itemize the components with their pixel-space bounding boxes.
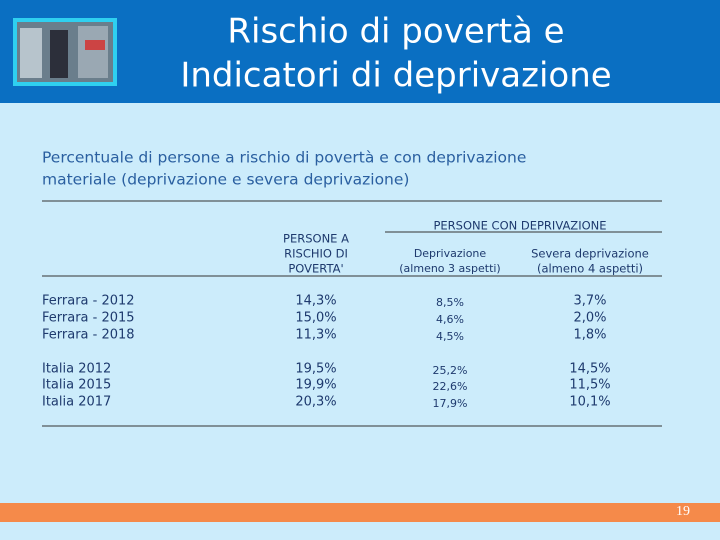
group-header: PERSONE CON DEPRIVAZIONE: [433, 219, 606, 233]
footer-band: [0, 503, 720, 522]
table-cell: 14,3%: [295, 294, 336, 309]
table-cell: 4,5%: [436, 330, 464, 343]
column-header: (almeno 4 aspetti): [537, 262, 643, 276]
subtitle-line: Percentuale di persone a rischio di pove…: [42, 149, 526, 167]
column-header: PERSONE A: [283, 232, 349, 246]
table-cell: 17,9%: [433, 397, 468, 410]
column-header: RISCHIO DI: [284, 247, 348, 261]
row-label: Italia 2017: [42, 395, 111, 410]
row-label: Ferrara - 2018: [42, 328, 135, 343]
table-cell: 14,5%: [569, 362, 610, 377]
table-cell: 11,5%: [569, 378, 610, 393]
table-cell: 4,6%: [436, 313, 464, 326]
table-cell: 25,2%: [433, 364, 468, 377]
table-cell: 15,0%: [295, 311, 336, 326]
title-line: Indicatori di deprivazione: [180, 56, 611, 96]
column-header: POVERTA': [288, 262, 343, 276]
row-label: Ferrara - 2012: [42, 294, 135, 309]
title-line: Rischio di povertà e: [227, 12, 564, 52]
row-label: Italia 2015: [42, 378, 111, 393]
table-cell: 1,8%: [573, 328, 606, 343]
row-label: Ferrara - 2015: [42, 311, 135, 326]
table-cell: 19,9%: [295, 378, 336, 393]
header-band: [0, 0, 720, 103]
page-number: 19: [676, 504, 690, 519]
table-cell: 10,1%: [569, 395, 610, 410]
column-header: (almeno 3 aspetti): [399, 262, 500, 275]
column-header: Severa deprivazione: [531, 247, 649, 261]
table-cell: 22,6%: [433, 380, 468, 393]
table-cell: 11,3%: [295, 328, 336, 343]
row-label: Italia 2012: [42, 362, 111, 377]
table-cell: 3,7%: [573, 294, 606, 309]
photo: [13, 18, 117, 86]
table-cell: 2,0%: [573, 311, 606, 326]
table-cell: 19,5%: [295, 362, 336, 377]
table-cell: 8,5%: [436, 296, 464, 309]
column-header: Deprivazione: [414, 247, 487, 260]
table-cell: 20,3%: [295, 395, 336, 410]
subtitle-line: materiale (deprivazione e severa depriva…: [42, 171, 409, 189]
